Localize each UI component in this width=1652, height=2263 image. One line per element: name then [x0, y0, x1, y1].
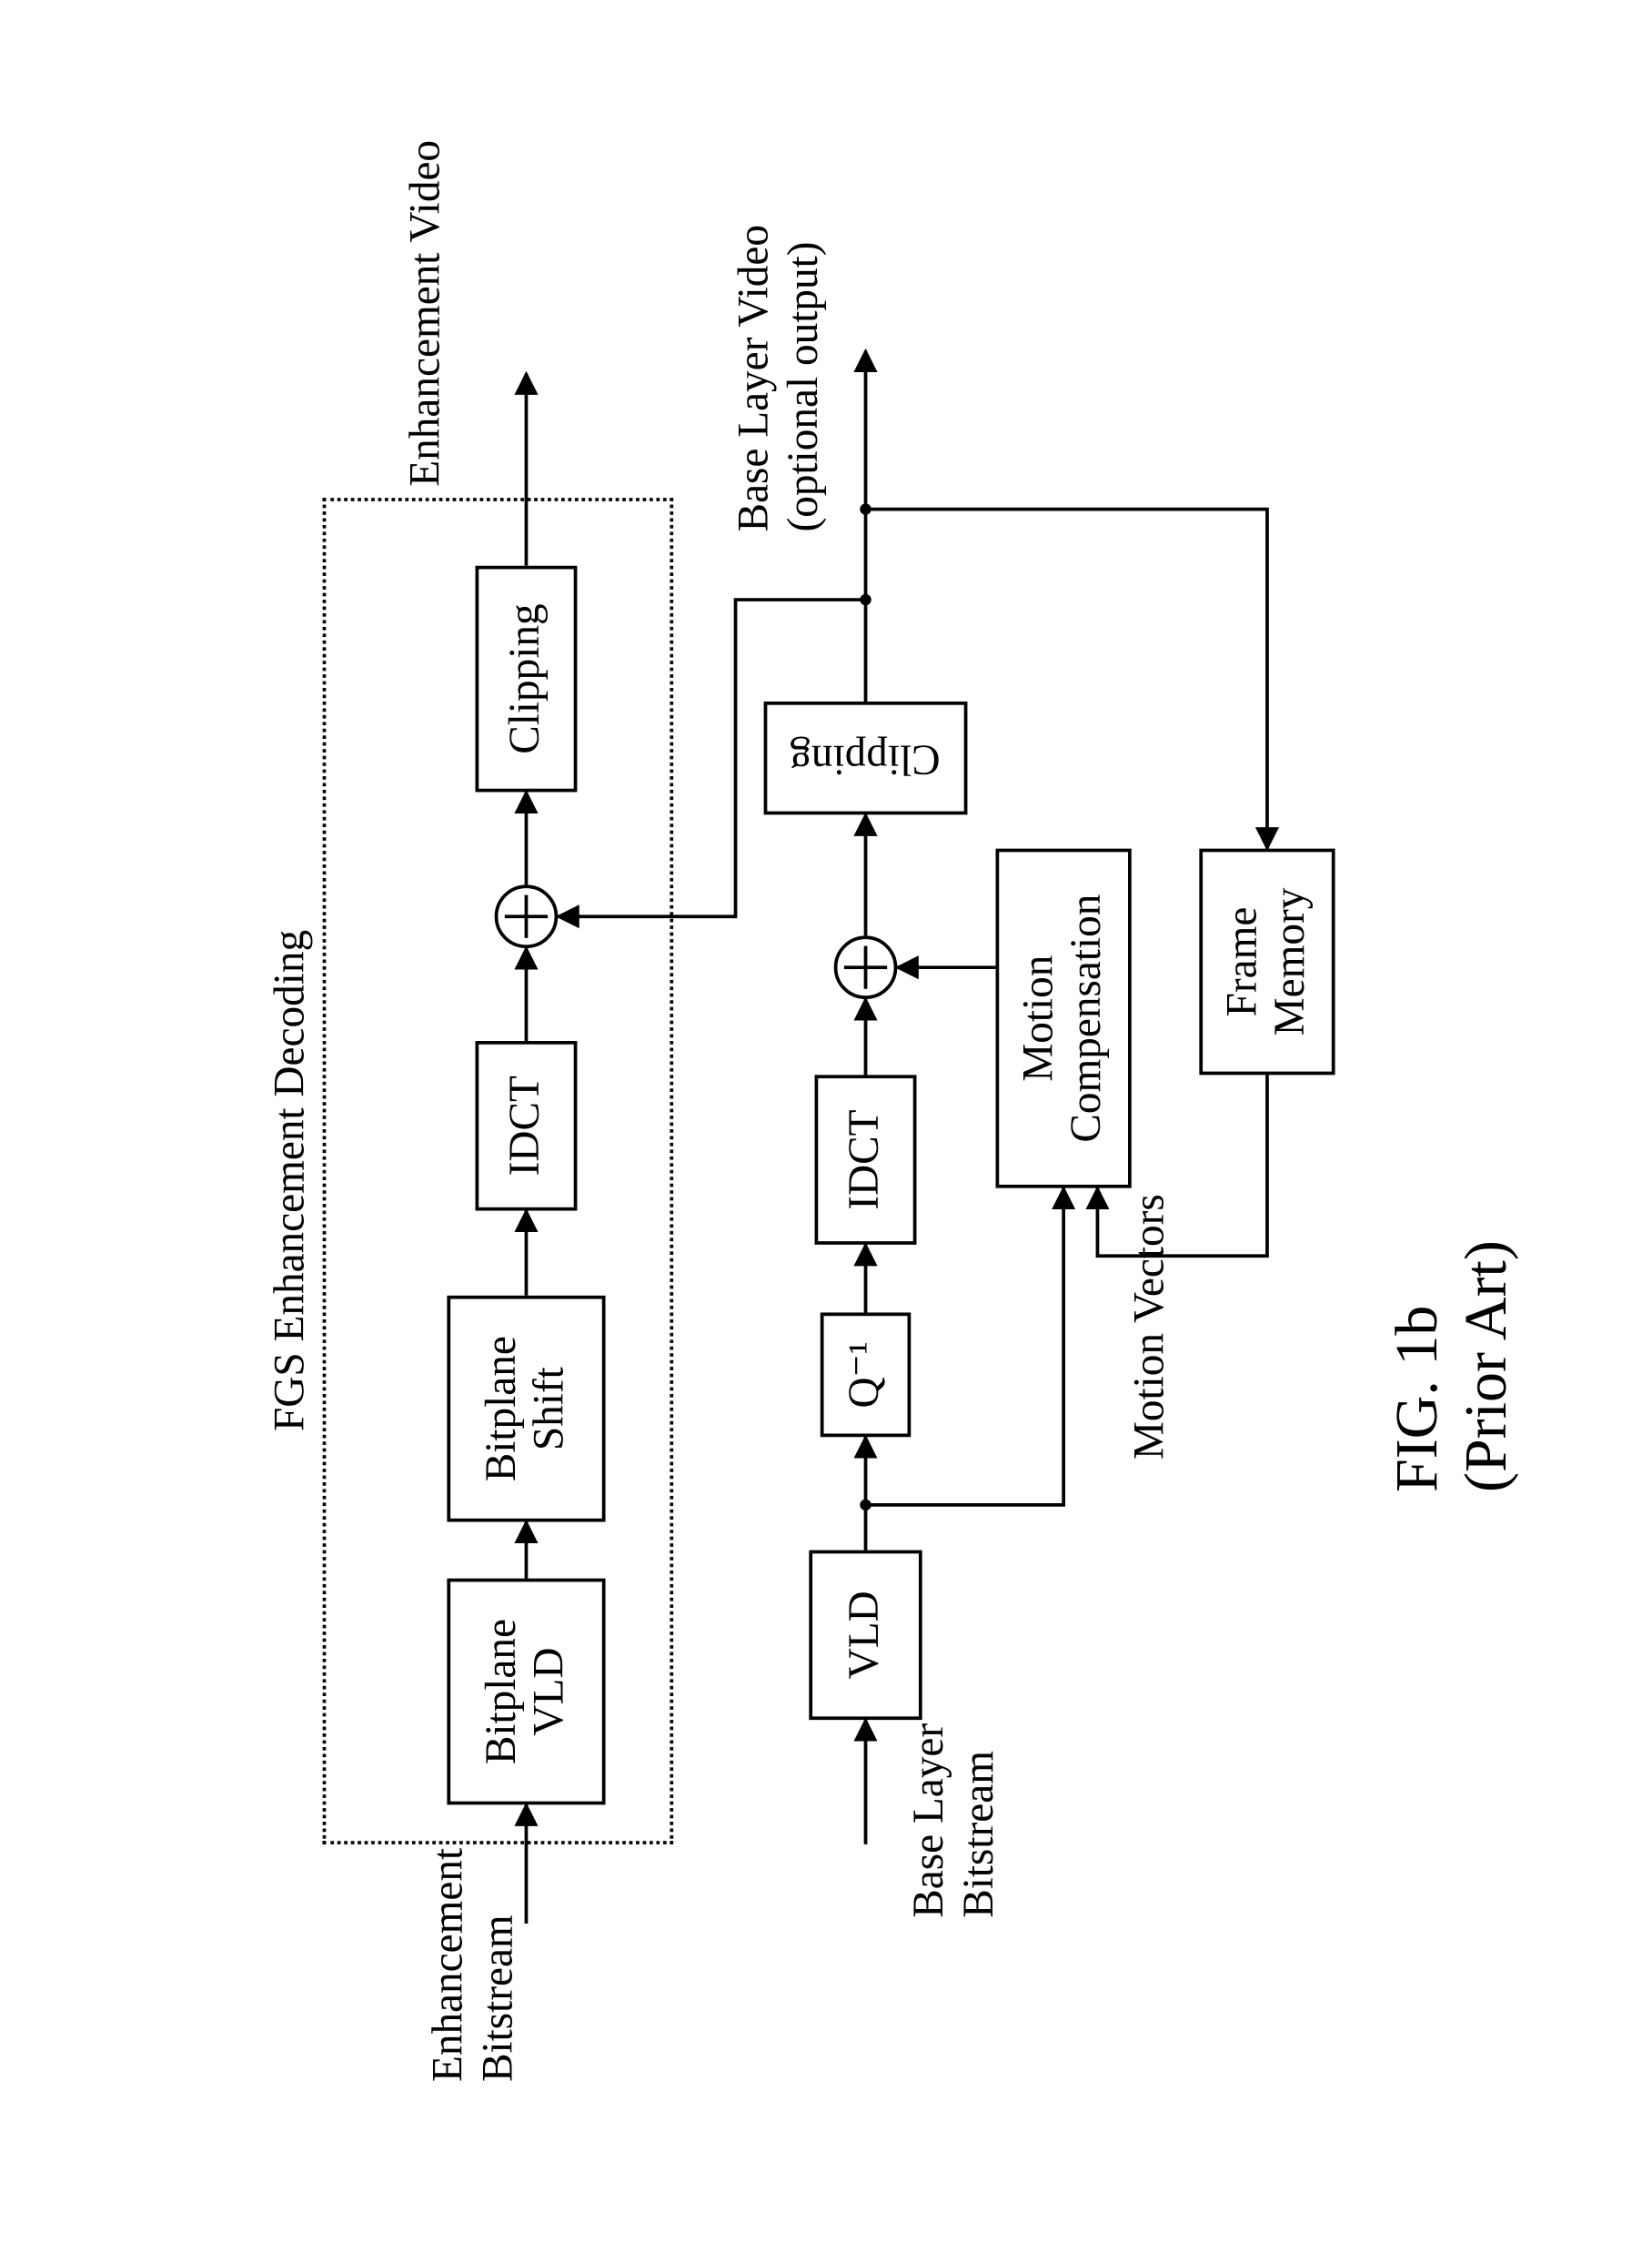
figure-caption: FIG. 1b (Prior Art) — [1383, 1223, 1521, 1492]
wires-svg — [204, 152, 1652, 2207]
diagram-canvas: FGS Enhancement Decoding Enhancement Bit… — [204, 56, 1448, 2207]
